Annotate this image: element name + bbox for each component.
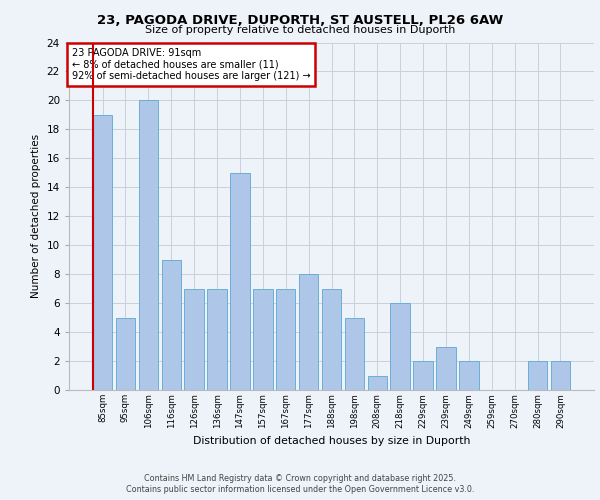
Bar bbox=[184, 288, 204, 390]
Bar bbox=[551, 361, 570, 390]
X-axis label: Distribution of detached houses by size in Duporth: Distribution of detached houses by size … bbox=[193, 436, 470, 446]
Text: Size of property relative to detached houses in Duporth: Size of property relative to detached ho… bbox=[145, 25, 455, 35]
Bar bbox=[139, 100, 158, 390]
Y-axis label: Number of detached properties: Number of detached properties bbox=[31, 134, 41, 298]
Bar bbox=[436, 346, 455, 390]
Text: 23, PAGODA DRIVE, DUPORTH, ST AUSTELL, PL26 6AW: 23, PAGODA DRIVE, DUPORTH, ST AUSTELL, P… bbox=[97, 14, 503, 27]
Bar bbox=[208, 288, 227, 390]
Bar bbox=[161, 260, 181, 390]
Bar bbox=[116, 318, 135, 390]
Text: 23 PAGODA DRIVE: 91sqm
← 8% of detached houses are smaller (11)
92% of semi-deta: 23 PAGODA DRIVE: 91sqm ← 8% of detached … bbox=[71, 48, 310, 81]
Bar bbox=[459, 361, 479, 390]
Bar bbox=[253, 288, 272, 390]
Bar bbox=[230, 173, 250, 390]
Bar bbox=[299, 274, 319, 390]
Bar bbox=[93, 115, 112, 390]
Bar bbox=[528, 361, 547, 390]
Bar bbox=[344, 318, 364, 390]
Bar bbox=[368, 376, 387, 390]
Bar bbox=[413, 361, 433, 390]
Bar bbox=[391, 303, 410, 390]
Bar bbox=[322, 288, 341, 390]
Text: Contains HM Land Registry data © Crown copyright and database right 2025.
Contai: Contains HM Land Registry data © Crown c… bbox=[126, 474, 474, 494]
Bar bbox=[276, 288, 295, 390]
